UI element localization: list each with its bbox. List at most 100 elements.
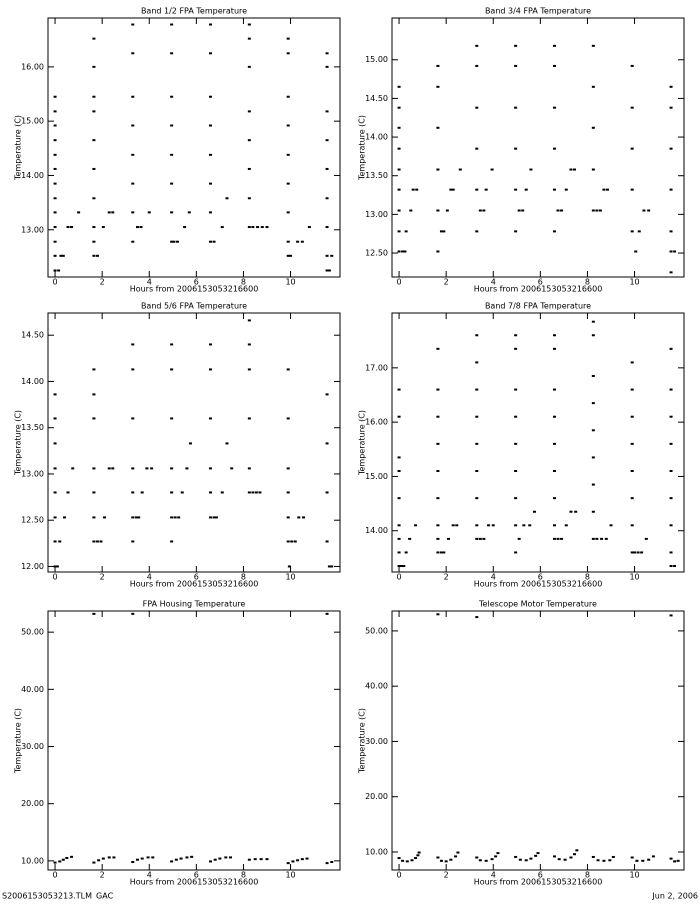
x-tick-label: 4 (147, 871, 152, 880)
data-point (436, 537, 440, 540)
data-point (66, 491, 70, 494)
x-tick-label: 10 (629, 278, 639, 287)
x-tick-label: 8 (585, 278, 590, 287)
data-point (151, 856, 155, 859)
data-point (53, 197, 57, 200)
data-point (190, 855, 194, 858)
data-point (131, 516, 135, 519)
data-point (325, 269, 329, 272)
data-point (172, 240, 176, 243)
y-tick-label: 40.00 (365, 682, 388, 691)
data-point (436, 470, 440, 473)
data-point (411, 188, 415, 191)
data-point (514, 497, 518, 500)
data-point (95, 540, 99, 543)
data-point (55, 565, 59, 568)
data-point (591, 374, 595, 377)
chart-title: Band 3/4 FPA Temperature (485, 7, 591, 16)
data-point (150, 467, 154, 470)
data-point (325, 167, 329, 170)
data-point (208, 860, 212, 863)
data-point (591, 855, 595, 858)
data-point (676, 859, 680, 862)
data-point (475, 147, 479, 150)
data-point (475, 361, 479, 364)
data-point (484, 859, 488, 862)
data-point (552, 537, 556, 540)
y-axis-label: Temperature (C) (358, 708, 367, 774)
data-point (330, 254, 334, 257)
data-point (414, 524, 418, 527)
data-point (475, 64, 479, 67)
y-tick-label: 13.00 (365, 210, 388, 219)
data-point (305, 857, 309, 860)
data-point (131, 52, 135, 55)
data-point (185, 856, 189, 859)
data-point (630, 106, 634, 109)
data-point (92, 540, 96, 543)
data-point (218, 857, 222, 860)
y-tick-label: 13.00 (21, 225, 44, 234)
data-point (247, 167, 251, 170)
data-point (439, 551, 443, 554)
data-point (180, 491, 184, 494)
data-point (134, 516, 138, 519)
x-tick-label: 4 (491, 278, 496, 287)
data-point (220, 491, 224, 494)
data-point (591, 168, 595, 171)
data-point (57, 269, 61, 272)
x-tick-label: 0 (397, 573, 402, 582)
data-point (591, 126, 595, 129)
data-point (591, 402, 595, 405)
data-point (131, 860, 135, 863)
data-point (529, 857, 533, 860)
data-point (491, 524, 495, 527)
data-point (514, 106, 518, 109)
data-point (591, 44, 595, 47)
data-point (475, 230, 479, 233)
data-point (176, 240, 180, 243)
data-point (417, 851, 421, 854)
data-point (669, 347, 673, 350)
data-point (449, 188, 453, 191)
data-point (534, 854, 538, 857)
data-point (53, 442, 57, 445)
data-point (300, 240, 304, 243)
data-point (669, 271, 673, 274)
data-point (170, 368, 174, 371)
data-point (630, 64, 634, 67)
data-point (397, 230, 401, 233)
data-point (92, 110, 96, 113)
chart-title: Telescope Motor Temperature (478, 600, 597, 609)
footer-file: S2006153053213.TLM_GAC (2, 892, 114, 901)
data-point (53, 167, 57, 170)
y-tick-label: 13.00 (21, 469, 44, 478)
x-tick-label: 6 (194, 278, 199, 287)
data-point (630, 856, 634, 859)
data-point (569, 856, 573, 859)
data-point (475, 188, 479, 191)
data-point (397, 456, 401, 459)
y-tick-label: 14.00 (21, 171, 44, 180)
data-point (669, 497, 673, 500)
data-point (53, 226, 57, 229)
data-point (247, 139, 251, 142)
data-point (494, 855, 498, 858)
chart-title: Band 5/6 FPA Temperature (141, 302, 247, 311)
data-point (630, 524, 634, 527)
data-point (436, 64, 440, 67)
data-point (647, 209, 651, 212)
data-point (669, 106, 673, 109)
data-point (478, 537, 482, 540)
data-point (225, 442, 229, 445)
data-point (630, 497, 634, 500)
data-point (111, 467, 115, 470)
data-point (70, 226, 74, 229)
data-point (415, 188, 419, 191)
data-point (170, 182, 174, 185)
data-point (404, 230, 408, 233)
y-tick-label: 50.00 (21, 628, 44, 637)
data-point (101, 857, 105, 860)
y-axis-label: Temperature (C) (358, 115, 367, 181)
data-point (208, 417, 212, 420)
